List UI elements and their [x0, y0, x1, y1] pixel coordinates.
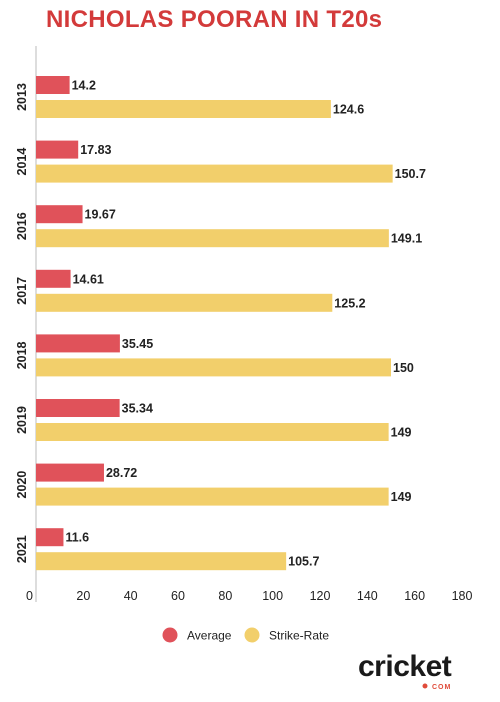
bar-average [36, 528, 64, 547]
x-tick-label: 120 [310, 589, 331, 603]
x-tick-label: 140 [357, 589, 378, 603]
bar-strike-rate [36, 487, 389, 506]
data-label: 150 [393, 361, 414, 375]
logo-subtext: COM [432, 684, 451, 690]
data-label: 17.83 [80, 143, 111, 157]
y-tick-label: 2014 [15, 148, 29, 176]
bar-average [36, 334, 120, 353]
x-tick-label: 180 [452, 589, 473, 603]
legend-marker-average [162, 627, 178, 643]
y-tick-label: 2016 [15, 212, 29, 240]
y-tick-label: 2021 [15, 535, 29, 563]
data-label: 149 [391, 426, 412, 440]
data-label: 14.61 [73, 272, 104, 286]
bar-strike-rate [36, 164, 393, 183]
data-label: 124.6 [333, 103, 364, 117]
x-tick-label: 80 [218, 589, 232, 603]
x-tick-label: 160 [404, 589, 425, 603]
bar-average [36, 76, 70, 94]
data-label: 28.72 [106, 466, 137, 480]
bar-average [36, 140, 79, 159]
bar-average [36, 399, 120, 417]
data-label: 149.1 [391, 232, 422, 246]
y-tick-label: 2013 [15, 83, 29, 111]
data-label: 105.7 [288, 555, 319, 569]
data-label: 35.34 [122, 402, 153, 416]
bar-strike-rate [36, 358, 391, 377]
cricket-com-logo: cricket COM [358, 650, 452, 690]
data-label: 150.7 [395, 167, 426, 181]
bar-strike-rate [36, 229, 389, 248]
legend-marker-strike-rate [244, 627, 260, 643]
bar-strike-rate [36, 423, 389, 441]
data-label: 149 [391, 490, 412, 504]
data-label: 19.67 [85, 208, 116, 222]
bar-strike-rate [36, 293, 333, 312]
bar-strike-rate [36, 100, 331, 118]
y-tick-label: 2019 [15, 406, 29, 434]
x-tick-label: 60 [171, 589, 185, 603]
data-label: 35.45 [122, 337, 153, 351]
data-label: 11.6 [65, 531, 89, 545]
logo-wordmark: cricket [358, 650, 452, 683]
data-label: 14.2 [72, 79, 96, 93]
x-tick-label: 20 [76, 589, 90, 603]
bar-average [36, 269, 71, 288]
bar-average [36, 463, 104, 482]
legend-label-strike-rate: Strike-Rate [269, 629, 329, 643]
legend-label-average: Average [187, 629, 232, 643]
x-tick-label: 100 [262, 589, 283, 603]
y-tick-label: 2017 [15, 277, 29, 305]
x-tick-label: 40 [124, 589, 138, 603]
bar-strike-rate [36, 552, 287, 571]
chart-title: NICHOLAS POORAN IN T20s [46, 6, 383, 33]
y-tick-label: 2018 [15, 341, 29, 369]
data-label: 125.2 [334, 296, 365, 310]
bar-average [36, 205, 83, 224]
x-tick-label: 0 [26, 589, 33, 603]
y-tick-label: 2020 [15, 471, 29, 499]
